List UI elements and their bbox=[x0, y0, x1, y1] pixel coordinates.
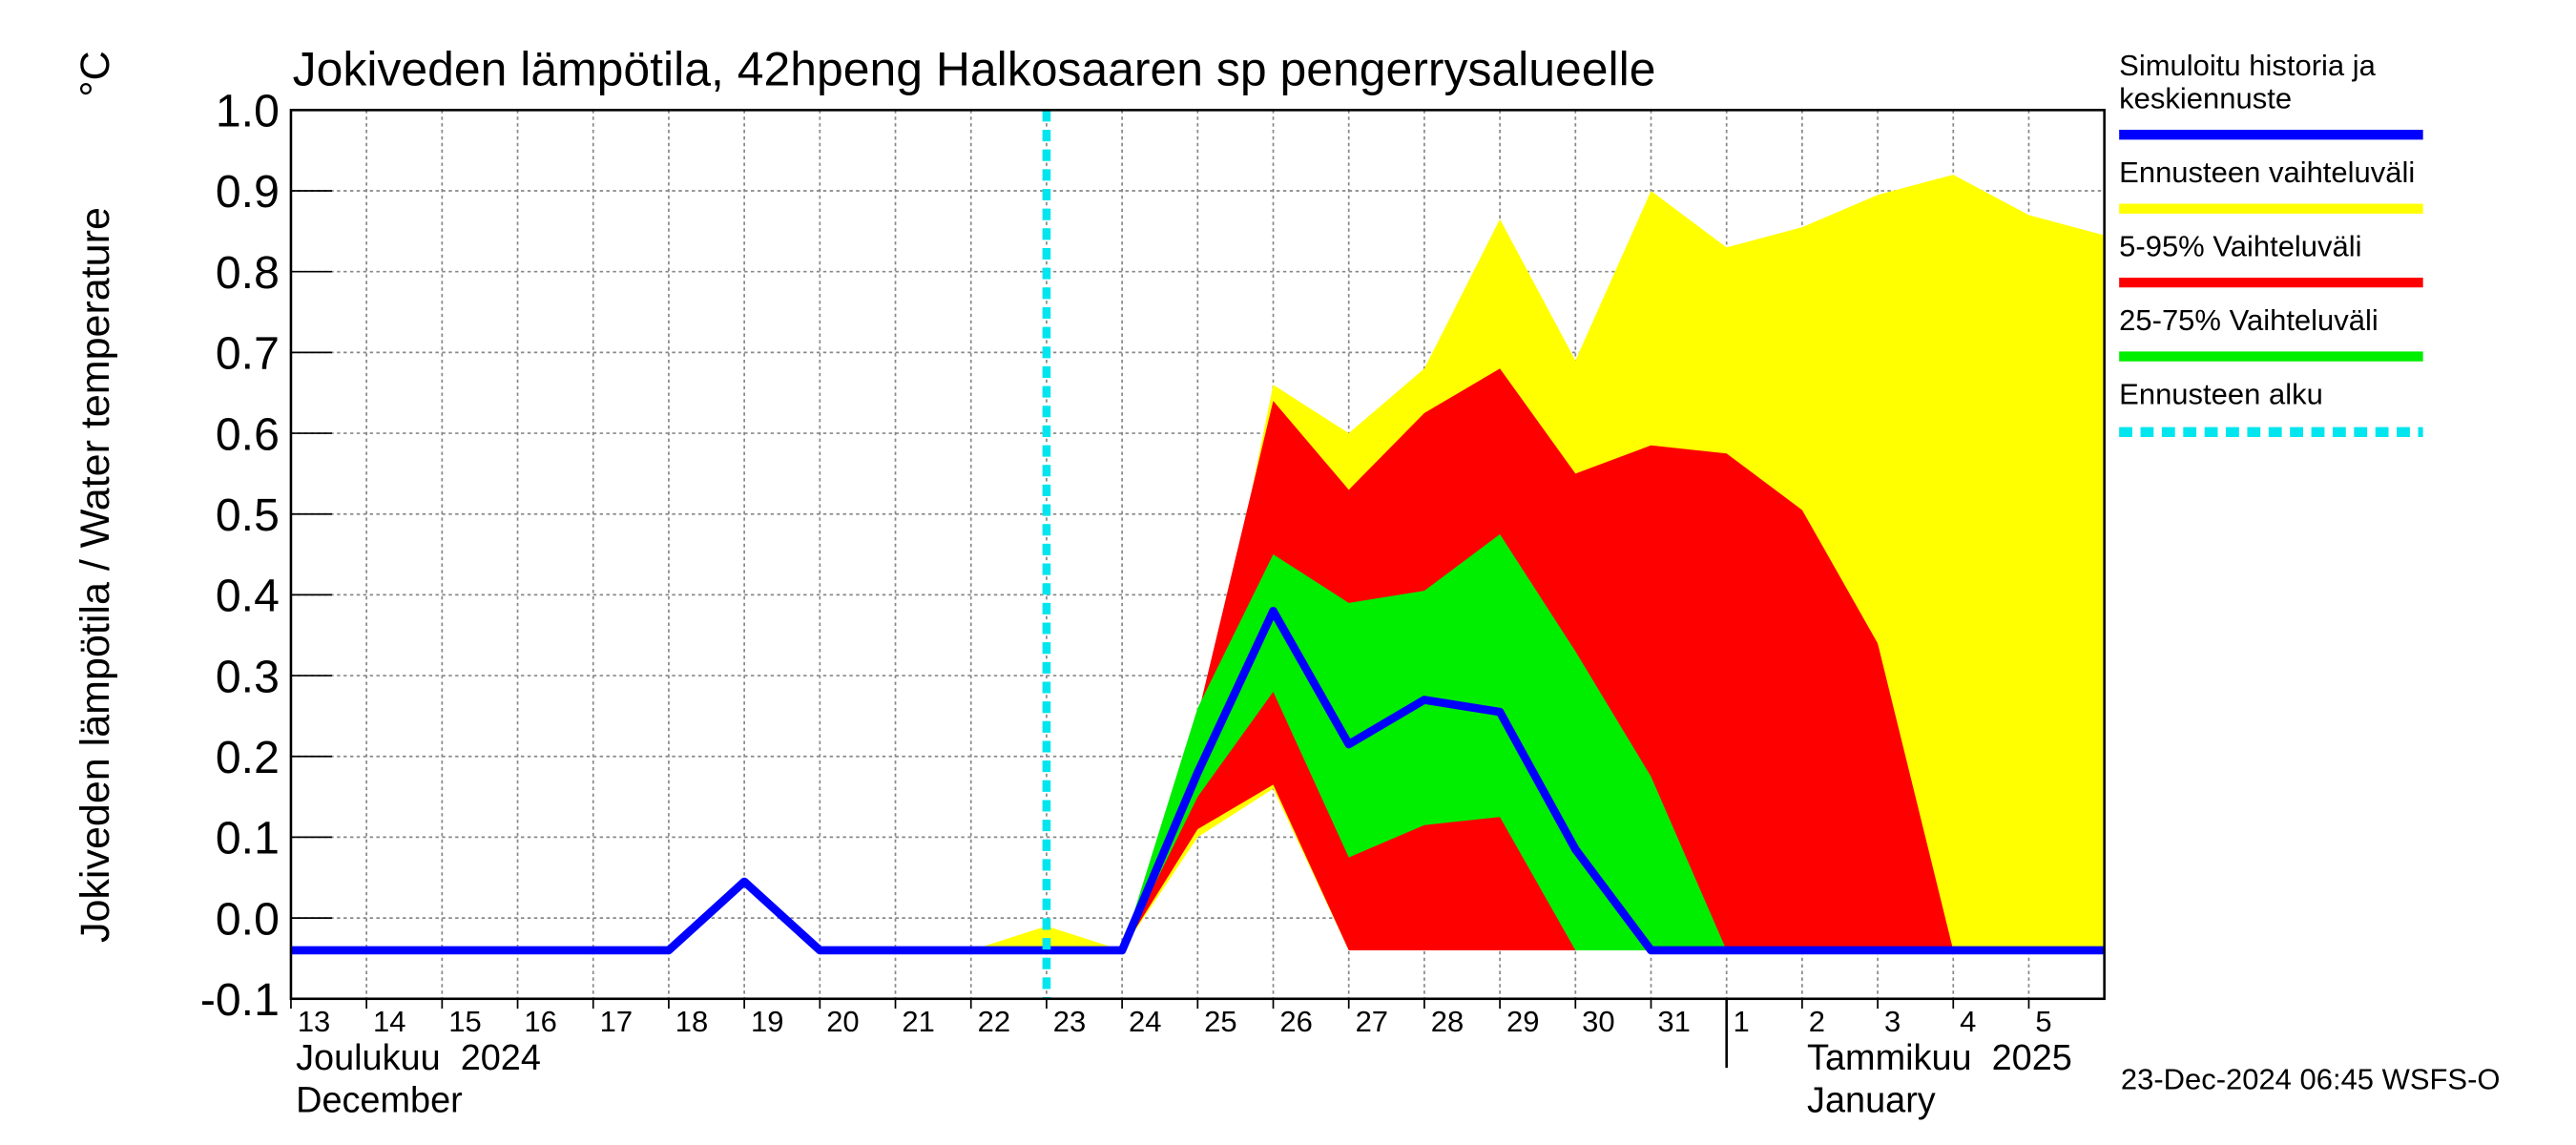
y-tick-label: 0.8 bbox=[216, 247, 280, 299]
x-tick-label: 3 bbox=[1884, 1005, 1901, 1038]
x-tick-label: 24 bbox=[1129, 1005, 1161, 1038]
x-tick-label: 29 bbox=[1506, 1005, 1539, 1038]
x-tick-label: 28 bbox=[1431, 1005, 1464, 1038]
x-tick-label: 21 bbox=[902, 1005, 934, 1038]
x-tick-label: 13 bbox=[298, 1005, 330, 1038]
legend-entry: 5-95% Vaihteluväli bbox=[2119, 230, 2362, 263]
legend-entry: Ennusteen alku bbox=[2119, 377, 2323, 411]
chart-title: Jokiveden lämpötila, 42hpeng Halkosaaren… bbox=[293, 43, 1656, 96]
y-tick-label: 0.7 bbox=[216, 328, 280, 380]
month-label: Tammikuu 2025 bbox=[1807, 1038, 2072, 1078]
y-tick-label: 0.9 bbox=[216, 166, 280, 218]
x-tick-label: 23 bbox=[1053, 1005, 1086, 1038]
y-tick-label: 0.4 bbox=[216, 571, 280, 622]
x-tick-label: 14 bbox=[373, 1005, 405, 1038]
y-tick-label: 0.2 bbox=[216, 732, 280, 783]
y-tick-label: 0.6 bbox=[216, 408, 280, 460]
range-band bbox=[1122, 533, 2105, 950]
x-tick-label: 25 bbox=[1204, 1005, 1236, 1038]
y-tick-label: 0.3 bbox=[216, 651, 280, 702]
legend-label: 5-95% Vaihteluväli bbox=[2119, 230, 2362, 263]
y-tick-label: -0.1 bbox=[200, 974, 280, 1026]
x-tick-label: 4 bbox=[1960, 1005, 1976, 1038]
month-label: December bbox=[296, 1081, 463, 1121]
x-tick-label: 30 bbox=[1582, 1005, 1614, 1038]
month-label: January bbox=[1807, 1081, 1936, 1121]
y-tick-label: 0.5 bbox=[216, 489, 280, 541]
x-tick-label: 27 bbox=[1356, 1005, 1388, 1038]
y-tick-label: 0.1 bbox=[216, 813, 280, 864]
x-tick-label: 2 bbox=[1809, 1005, 1825, 1038]
y-axis-unit: °C bbox=[73, 51, 118, 96]
legend-label: Simuloitu historia ja keskiennuste bbox=[2119, 49, 2376, 115]
x-tick-label: 20 bbox=[826, 1005, 859, 1038]
legend-entry: Ennusteen vaihteluväli bbox=[2119, 156, 2416, 189]
timestamp: 23-Dec-2024 06:45 WSFS-O bbox=[2121, 1062, 2501, 1095]
x-tick-label: 19 bbox=[751, 1005, 783, 1038]
legend-label: 25-75% Vaihteluväli bbox=[2119, 303, 2379, 337]
legend-entry: Simuloitu historia ja keskiennuste bbox=[2119, 49, 2376, 115]
x-tick-label: 18 bbox=[675, 1005, 708, 1038]
month-label: Joulukuu 2024 bbox=[296, 1038, 541, 1078]
x-tick-label: 17 bbox=[600, 1005, 633, 1038]
y-axis-label: Jokiveden lämpötila / Water temperature bbox=[73, 207, 118, 943]
series-line bbox=[290, 607, 2105, 955]
x-tick-label: 16 bbox=[524, 1005, 556, 1038]
legend-label: Ennusteen vaihteluväli bbox=[2119, 156, 2416, 189]
x-tick-label: 1 bbox=[1734, 1005, 1750, 1038]
legend-entry: 25-75% Vaihteluväli bbox=[2119, 303, 2379, 337]
x-tick-label: 15 bbox=[448, 1005, 481, 1038]
plot-frame bbox=[289, 109, 2106, 1001]
x-tick-label: 5 bbox=[2035, 1005, 2051, 1038]
y-tick-label: 0.0 bbox=[216, 893, 280, 945]
x-tick-label: 22 bbox=[978, 1005, 1010, 1038]
x-tick-label: 31 bbox=[1657, 1005, 1690, 1038]
x-tick-label: 26 bbox=[1279, 1005, 1312, 1038]
y-tick-label: 1.0 bbox=[216, 86, 280, 137]
legend-label: Ennusteen alku bbox=[2119, 377, 2323, 411]
